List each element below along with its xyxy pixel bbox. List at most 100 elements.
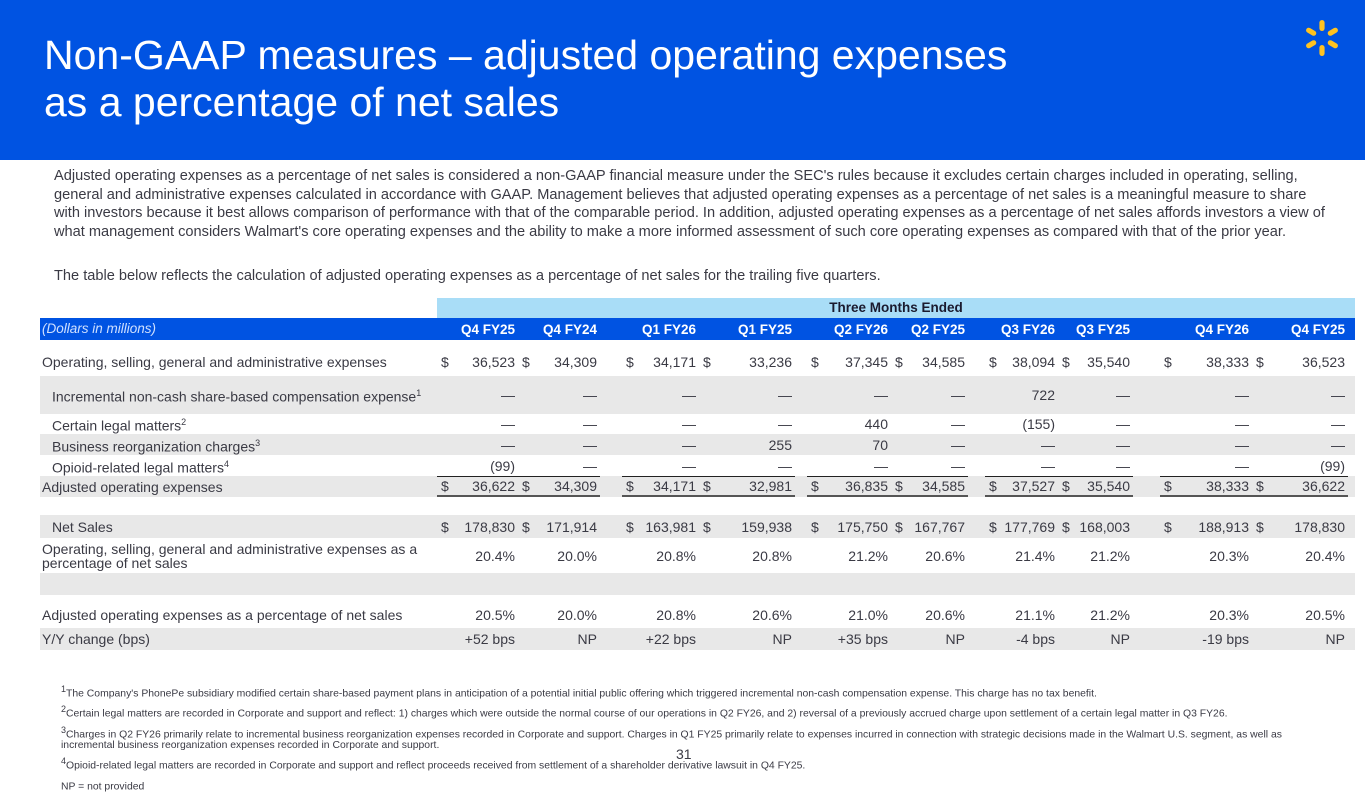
- table-cell: —: [1160, 434, 1252, 455]
- row-label-text: Adjusted operating expenses as a percent…: [42, 606, 403, 623]
- table-cell: —: [1252, 376, 1348, 414]
- table-cell: +52 bps: [437, 628, 518, 650]
- table-cell: —: [985, 434, 1058, 455]
- cell-value: 21.2%: [848, 547, 888, 564]
- dollar-sign: $: [989, 478, 997, 494]
- column-header-row: (Dollars in millions) Q4 FY25 Q4 FY24 Q1 FY…: [40, 318, 1355, 340]
- footnote-text: Opioid-related legal matters are recorde…: [66, 760, 806, 772]
- table-cell: —: [985, 455, 1058, 476]
- row-label: Business reorganization charges3: [40, 436, 437, 454]
- cell-value: —: [778, 457, 792, 474]
- cell-value: —: [1331, 416, 1345, 432]
- dollar-sign: $: [1062, 478, 1070, 494]
- cell-value: —: [1041, 457, 1055, 474]
- row-label-text: Opioid-related legal matters: [52, 459, 224, 476]
- title-banner: [0, 0, 1365, 160]
- cell-value: Q1 FY26: [641, 321, 696, 337]
- cell-value: —: [874, 387, 888, 403]
- table-cell: 20.8%: [699, 538, 795, 573]
- table-cell: $177,769: [985, 515, 1058, 538]
- cell-value: 34,171: [653, 478, 696, 494]
- table-cell: +22 bps: [622, 628, 699, 650]
- cell-value: —: [1331, 387, 1345, 403]
- footnote-ref: 2: [181, 417, 187, 428]
- cell-value: —: [778, 387, 792, 403]
- row-label: Incremental non-cash share-based compens…: [40, 386, 437, 404]
- dollar-sign: $: [626, 518, 634, 535]
- row-label: Certain legal matters2: [40, 415, 437, 433]
- cell-value: 34,585: [922, 353, 965, 370]
- cell-value: -4 bps: [1016, 631, 1055, 647]
- intro-paragraph: Adjusted operating expenses as a percent…: [54, 168, 1325, 240]
- cell-value: 20.5%: [1305, 606, 1345, 623]
- table-row: Adjusted operating expenses $36,622 $34,30…: [40, 476, 1355, 497]
- cell-value: 178,830: [1294, 518, 1345, 535]
- table-cell: —: [622, 455, 699, 476]
- table-cell: 20.0%: [518, 603, 600, 626]
- cell-value: 20.0%: [557, 606, 597, 623]
- table-cell: $159,938: [699, 515, 795, 538]
- table-cell: 20.4%: [437, 538, 518, 573]
- cell-value: 36,523: [1302, 353, 1345, 370]
- cell-value: 167,767: [914, 518, 965, 535]
- table-cell: —: [622, 414, 699, 434]
- table-cell: —: [1058, 434, 1133, 455]
- cell-value: 32,981: [749, 478, 792, 494]
- dollar-sign: $: [1256, 478, 1264, 494]
- cell-value: 35,540: [1087, 353, 1130, 370]
- cell-value: 440: [864, 416, 888, 432]
- footnote-number: 1: [61, 684, 67, 694]
- table-cell: —: [1160, 414, 1252, 434]
- table-cell: —: [1252, 414, 1348, 434]
- dollar-sign: $: [703, 518, 711, 535]
- dollar-sign: $: [1164, 518, 1172, 535]
- cell-value: 159,938: [741, 518, 792, 535]
- table-cell: $36,523: [1252, 350, 1348, 373]
- cell-value: 20.3%: [1209, 606, 1249, 623]
- cell-value: +22 bps: [645, 631, 696, 647]
- cell-value: Q2 FY25: [910, 321, 965, 337]
- dollar-sign: $: [522, 518, 530, 535]
- cell-value: 168,003: [1079, 518, 1130, 535]
- cell-value: 36,523: [472, 353, 515, 370]
- cell-value: 177,769: [1004, 518, 1055, 535]
- table-cell: $178,830: [437, 515, 518, 538]
- dollar-sign: $: [895, 353, 903, 370]
- cell-value: Q4 FY25: [1290, 321, 1345, 337]
- cell-value: NP: [1110, 631, 1130, 647]
- period-header: Three Months Ended: [437, 298, 1355, 318]
- footnote: 1The Company's PhonePe subsidiary modifi…: [61, 684, 1321, 699]
- table-cell: $37,345: [807, 350, 891, 373]
- table-cell: —: [699, 455, 795, 476]
- cell-value: —: [583, 387, 597, 403]
- cell-value: 37,527: [1012, 478, 1055, 494]
- cell-value: NP: [772, 631, 792, 647]
- page-number: 31: [676, 746, 692, 762]
- table-cell: $171,914: [518, 515, 600, 538]
- cell-value: —: [951, 457, 965, 474]
- cell-value: NP: [945, 631, 965, 647]
- table-cell: $163,981: [622, 515, 699, 538]
- cell-value: —: [501, 436, 515, 453]
- table-cell: Q2 FY26: [807, 318, 891, 340]
- table-cell: 722: [985, 376, 1058, 414]
- cell-value: 35,540: [1087, 478, 1130, 494]
- table-cell: 21.1%: [985, 603, 1058, 626]
- table-cell: Q4 FY24: [518, 318, 600, 340]
- table-cell: —: [1160, 376, 1252, 414]
- cell-value: 188,913: [1198, 518, 1249, 535]
- cell-value: 163,981: [645, 518, 696, 535]
- table-cell: Q3 FY25: [1058, 318, 1133, 340]
- table-cell: $37,527: [985, 476, 1058, 497]
- table-cell: NP: [1252, 628, 1348, 650]
- table-cell: —: [699, 376, 795, 414]
- table-cell: —: [807, 376, 891, 414]
- table-row: Business reorganization charges3 — — — 255 70…: [40, 434, 1355, 455]
- table-cell: 20.8%: [622, 538, 699, 573]
- cell-value: 171,914: [546, 518, 597, 535]
- table-cell: —: [891, 414, 968, 434]
- table-cell: $36,835: [807, 476, 891, 497]
- cell-value: —: [682, 457, 696, 474]
- table-cell: +35 bps: [807, 628, 891, 650]
- cell-value: —: [1116, 457, 1130, 474]
